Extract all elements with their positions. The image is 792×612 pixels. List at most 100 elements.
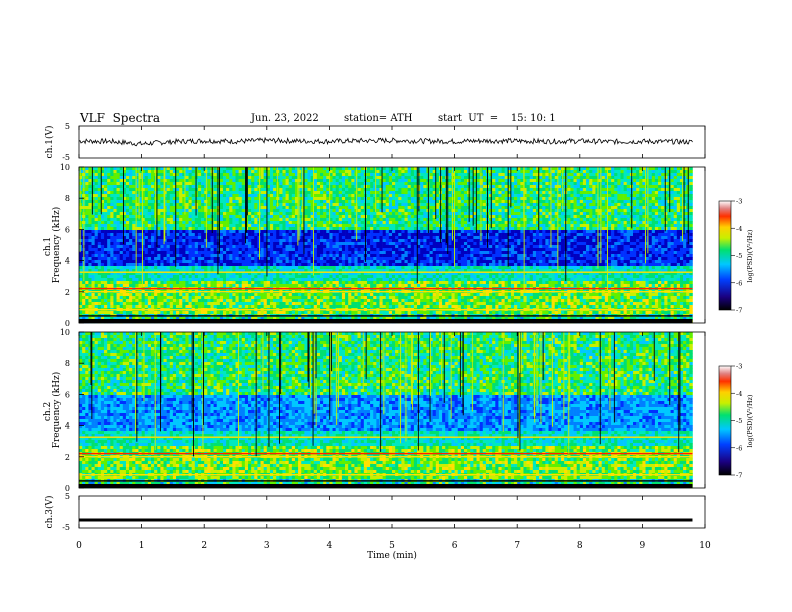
spec-cell bbox=[542, 188, 546, 192]
spec-cell bbox=[304, 221, 308, 225]
spec-cell bbox=[520, 233, 524, 237]
spec-cell bbox=[604, 230, 609, 234]
spec-cell bbox=[144, 176, 149, 180]
spec-cell bbox=[323, 170, 327, 174]
spec-cell bbox=[222, 176, 227, 180]
spec-cell bbox=[473, 212, 477, 216]
spec-cell bbox=[298, 233, 302, 237]
spec-cell bbox=[191, 197, 196, 201]
spec-cell bbox=[97, 230, 102, 234]
spec-cell bbox=[269, 200, 274, 204]
spec-cell bbox=[179, 239, 183, 243]
spec-cell bbox=[348, 221, 352, 225]
spec-cell bbox=[460, 191, 465, 195]
spec-cell bbox=[639, 203, 643, 207]
spec-cell bbox=[498, 224, 502, 228]
spec-cell bbox=[554, 203, 559, 207]
spec-cell bbox=[332, 212, 336, 216]
spec-cell bbox=[323, 230, 327, 234]
spec-cell bbox=[607, 170, 612, 174]
spec-cell bbox=[316, 227, 321, 231]
spec-cell bbox=[316, 206, 321, 210]
spec-cell bbox=[291, 185, 296, 189]
spec-cell bbox=[463, 218, 468, 222]
spec-cell bbox=[673, 230, 678, 234]
spec-cell bbox=[263, 230, 268, 234]
spec-cell bbox=[611, 233, 615, 237]
spec-cell bbox=[523, 206, 527, 210]
spec-cell bbox=[476, 227, 480, 231]
spec-cell bbox=[510, 200, 515, 204]
spec-cell bbox=[335, 242, 340, 246]
spec-cell bbox=[598, 170, 603, 174]
spec-cell bbox=[157, 239, 161, 243]
spec-cell bbox=[110, 203, 114, 207]
spec-cell bbox=[611, 176, 615, 180]
spec-cell bbox=[670, 221, 674, 225]
spec-cell bbox=[138, 239, 142, 243]
spec-cell bbox=[366, 224, 371, 228]
spec-cell bbox=[576, 170, 581, 174]
spec-cell bbox=[169, 197, 174, 201]
spec-cell bbox=[169, 167, 174, 171]
spec-cell bbox=[392, 173, 396, 177]
spec-cell bbox=[185, 176, 189, 180]
spec-cell bbox=[219, 167, 224, 171]
spec-cell bbox=[576, 236, 581, 240]
spec-cell bbox=[207, 200, 211, 204]
spec-cell bbox=[263, 191, 268, 195]
spec-cell bbox=[526, 239, 531, 243]
spec-cell bbox=[498, 194, 502, 198]
spec-cell bbox=[323, 179, 327, 183]
spec-cell bbox=[385, 197, 390, 201]
spec-cell bbox=[144, 188, 149, 192]
spec-cell bbox=[510, 218, 515, 222]
spec-cell bbox=[457, 206, 462, 210]
spec-cell bbox=[532, 227, 537, 231]
spec-cell bbox=[351, 200, 355, 204]
spec-cell bbox=[182, 206, 186, 210]
spec-cell bbox=[160, 209, 164, 213]
spec-cell bbox=[413, 206, 418, 210]
spec-cell bbox=[169, 200, 174, 204]
spec-cell bbox=[122, 209, 127, 213]
spec-cell bbox=[182, 185, 186, 189]
spec-cell bbox=[620, 179, 624, 183]
spec-cell bbox=[539, 206, 543, 210]
spec-cell bbox=[410, 182, 415, 186]
spec-cell bbox=[614, 206, 618, 210]
spec-cell bbox=[94, 227, 99, 231]
spec-cell bbox=[626, 167, 631, 171]
spec-cell bbox=[85, 212, 89, 216]
spec-cell bbox=[91, 227, 95, 231]
spec-cell bbox=[157, 209, 161, 213]
spec-cell bbox=[100, 200, 105, 204]
spec-cell bbox=[617, 194, 621, 198]
spec-cell bbox=[639, 167, 643, 171]
spec-cell bbox=[495, 179, 499, 183]
spec-cell bbox=[291, 191, 296, 195]
spec-cell bbox=[492, 191, 496, 195]
spec-cell bbox=[116, 167, 120, 171]
spec-cell bbox=[651, 218, 656, 222]
spec-cell bbox=[507, 167, 512, 171]
spec-cell bbox=[219, 170, 224, 174]
spec-cell bbox=[492, 188, 496, 192]
spec-cell bbox=[523, 176, 527, 180]
spec-cell bbox=[345, 182, 349, 186]
spec-cell bbox=[276, 209, 280, 213]
spec-cell bbox=[589, 191, 593, 195]
spec-cell bbox=[194, 191, 199, 195]
spec-cell bbox=[620, 236, 624, 240]
spec-cell bbox=[576, 197, 581, 201]
spec-cell bbox=[194, 194, 199, 198]
spec-cell bbox=[604, 209, 609, 213]
spec-cell bbox=[582, 206, 587, 210]
spec-cell bbox=[107, 209, 111, 213]
spec-cell bbox=[113, 185, 117, 189]
spec-cell bbox=[288, 197, 293, 201]
spec-cell bbox=[392, 197, 396, 201]
spec-cell bbox=[338, 200, 343, 204]
spec-cell bbox=[285, 209, 290, 213]
spec-cell bbox=[633, 227, 637, 231]
